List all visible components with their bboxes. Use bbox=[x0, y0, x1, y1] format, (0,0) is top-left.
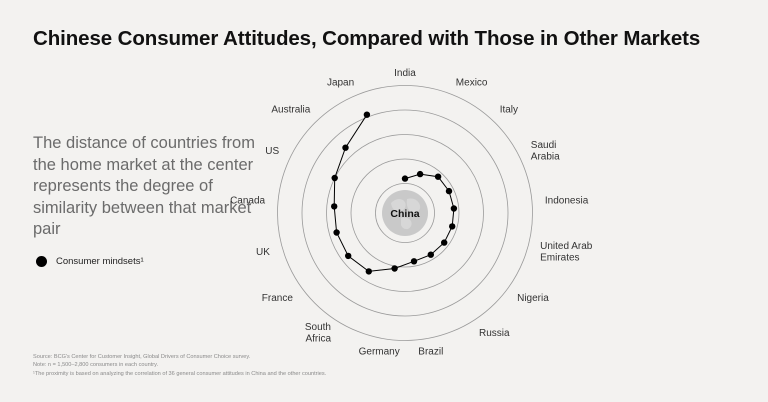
data-points bbox=[331, 111, 458, 275]
globe-landmass-2 bbox=[401, 217, 412, 230]
radar-ring-1 bbox=[375, 183, 435, 243]
radar-ring-4 bbox=[301, 109, 509, 317]
category-label-india: India bbox=[394, 68, 416, 79]
radar-rings bbox=[277, 85, 533, 341]
data-point-us bbox=[331, 174, 338, 182]
globe-landmass-0 bbox=[391, 199, 406, 212]
category-label-australia: Australia bbox=[271, 105, 310, 116]
method-note: ¹The proximity is based on analyzing the… bbox=[33, 370, 327, 377]
category-label-russia: Russia bbox=[479, 328, 510, 339]
footnotes: Source: BCG's Center for Customer Insigh… bbox=[33, 353, 326, 378]
globe-landmass-1 bbox=[406, 198, 421, 213]
globe-icon bbox=[391, 198, 421, 230]
category-label-south-africa: South Africa bbox=[305, 322, 332, 345]
data-point-brazil bbox=[410, 258, 418, 265]
category-label-canada: Canada bbox=[230, 196, 265, 207]
legend: Consumer mindsets¹ bbox=[36, 256, 144, 267]
category-label-japan: Japan bbox=[327, 78, 354, 89]
category-label-italy: Italy bbox=[500, 105, 518, 116]
category-label-nigeria: Nigeria bbox=[517, 293, 549, 304]
data-point-mexico bbox=[416, 170, 424, 178]
legend-marker bbox=[36, 256, 47, 267]
data-point-south-africa bbox=[365, 268, 372, 275]
radar-ring-3 bbox=[326, 134, 484, 292]
data-point-india bbox=[401, 175, 409, 182]
data-point-canada bbox=[331, 203, 338, 210]
radar-ring-2 bbox=[350, 158, 460, 268]
category-label-france: France bbox=[262, 293, 294, 304]
center-label: China bbox=[390, 208, 419, 220]
category-label-united-arab-emirates: United Arab Emirates bbox=[540, 241, 593, 264]
data-point-saudi-arabia bbox=[445, 187, 453, 195]
category-labels: India Mexico Italy Saudi Arabia Indonesia Unit… bbox=[230, 68, 593, 358]
category-label-indonesia: Indonesia bbox=[545, 196, 589, 207]
chart-title: Chinese Consumer Attitudes, Compared wit… bbox=[33, 27, 701, 50]
data-point-united-arab-emirates bbox=[449, 223, 456, 230]
legend-label: Consumer mindsets¹ bbox=[56, 256, 144, 267]
data-point-japan bbox=[363, 111, 371, 118]
data-point-uk bbox=[333, 229, 340, 236]
data-point-indonesia bbox=[450, 205, 458, 212]
data-point-france bbox=[345, 252, 352, 260]
category-label-uk: UK bbox=[256, 247, 270, 258]
category-label-brazil: Brazil bbox=[418, 347, 443, 358]
data-point-italy bbox=[434, 173, 442, 180]
data-point-australia bbox=[342, 144, 349, 151]
category-label-us: US bbox=[265, 146, 279, 157]
category-label-saudi-arabia: Saudi Arabia bbox=[531, 140, 560, 163]
data-point-russia bbox=[427, 251, 434, 258]
chart-description: The distance of countries from the home … bbox=[33, 134, 255, 238]
source-note: Source: BCG's Center for Customer Insigh… bbox=[33, 354, 251, 360]
category-label-mexico: Mexico bbox=[456, 78, 488, 89]
sample-note: Note: n = 1,500–2,800 consumers in each … bbox=[33, 362, 159, 369]
data-point-nigeria bbox=[441, 239, 448, 246]
radar-ring-5 bbox=[277, 85, 533, 341]
category-label-germany: Germany bbox=[359, 347, 400, 358]
data-point-germany bbox=[391, 265, 398, 272]
